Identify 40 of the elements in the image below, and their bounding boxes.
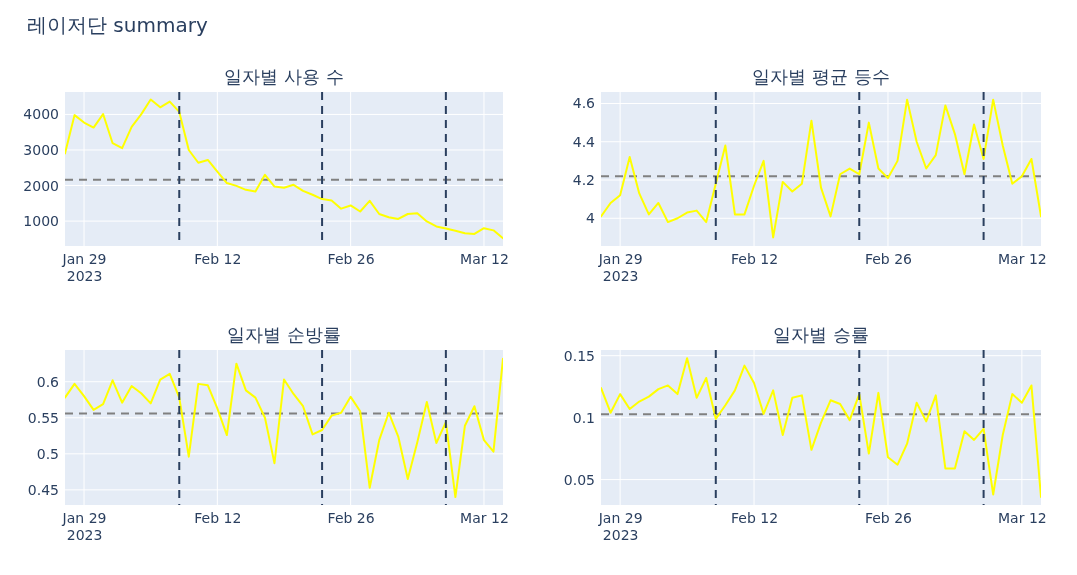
x-tick-label: Feb 26 xyxy=(864,509,913,526)
y-tick-label: 0.5 xyxy=(36,445,59,462)
line-series xyxy=(65,357,503,499)
y-tick-label: 4000 xyxy=(23,106,59,123)
y-tick-label: 3000 xyxy=(23,141,59,158)
x-tick-label: Feb 26 xyxy=(327,250,375,267)
y-tick-label: 0.45 xyxy=(27,481,59,498)
y-tick-label: 4.4 xyxy=(572,133,596,150)
y-tick-label: 4 xyxy=(586,210,596,227)
x-tick-label: Mar 12 xyxy=(460,250,509,267)
y-tick-label: 4.6 xyxy=(572,95,596,112)
line-series xyxy=(601,98,1041,239)
chart-title: 일자별 승률 xyxy=(773,324,869,345)
x-tick-label: Jan 29 2023 xyxy=(597,250,643,285)
text: 레이저단 summary xyxy=(27,13,208,37)
x-tick-label: Mar 12 xyxy=(998,250,1047,267)
y-tick-label: 0.55 xyxy=(27,409,59,426)
x-tick-label: Jan 29 2023 xyxy=(61,509,107,544)
y-tick-label: 0.15 xyxy=(563,347,595,364)
line-series xyxy=(65,98,503,240)
x-tick-label: Jan 29 2023 xyxy=(597,509,643,544)
y-tick-label: 0.05 xyxy=(563,471,595,488)
x-tick-label: Feb 12 xyxy=(194,509,242,526)
x-tick-label: Mar 12 xyxy=(460,509,509,526)
chart-title: 일자별 평균 등수 xyxy=(752,66,890,87)
x-tick-label: Feb 26 xyxy=(327,509,375,526)
x-tick-label: Feb 26 xyxy=(864,250,913,267)
x-tick-label: Feb 12 xyxy=(731,250,779,267)
chart-title: 일자별 사용 수 xyxy=(224,66,344,87)
x-tick-label: Mar 12 xyxy=(998,509,1047,526)
y-tick-label: 1000 xyxy=(23,213,59,230)
line-series xyxy=(601,357,1041,498)
chart-title: 일자별 순방률 xyxy=(227,324,341,345)
y-tick-label: 2000 xyxy=(23,177,59,194)
y-tick-label: 4.2 xyxy=(572,171,595,188)
x-tick-label: Jan 29 2023 xyxy=(61,250,107,285)
y-tick-label: 0.1 xyxy=(572,409,595,426)
x-tick-label: Feb 12 xyxy=(731,509,779,526)
y-tick-label: 0.6 xyxy=(36,373,60,390)
x-tick-label: Feb 12 xyxy=(194,250,242,267)
